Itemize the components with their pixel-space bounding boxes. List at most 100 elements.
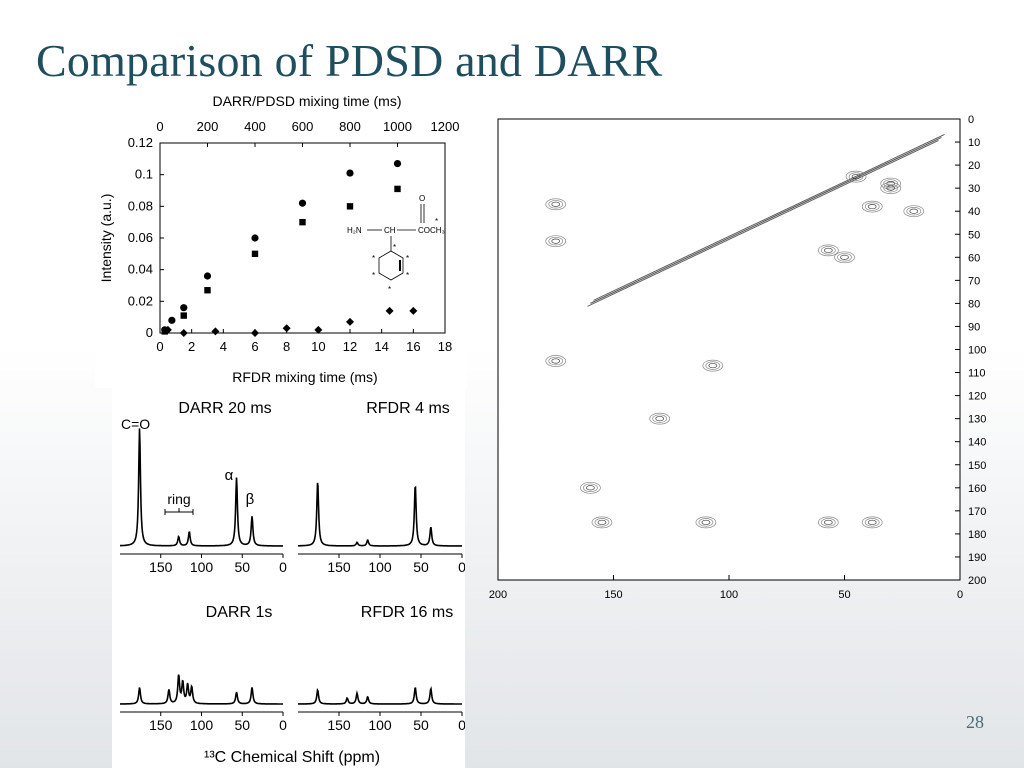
x2-axis-label: DARR/PDSD mixing time (ms) [212,93,401,109]
contour-y-tick-label: 150 [968,460,986,472]
contour-y-tick-label: 30 [968,183,980,195]
contour-ring [698,518,714,527]
contour-y-tick-label: 20 [968,160,980,172]
intensity-chart: DARR/PDSD mixing time (ms) 0 200 400 600 800… [95,88,467,388]
contour-y-tick-labels: 0 10 20 30 40 50 60 70 80 90 100 110 120 130 140 150 160… [955,114,986,587]
label-mark: * [372,271,375,280]
contour-ring [591,516,613,529]
x-tick-label: 14 [374,339,388,354]
spectrum-trace [298,686,462,705]
contour-ring [823,519,833,525]
data-point-diamond [251,329,259,337]
x2-tick-label: 800 [339,119,361,134]
spectrum-tick-label: 150 [327,717,351,733]
contour-ring [880,182,902,195]
data-point-circle [251,234,259,242]
contour-ring [840,254,849,260]
contour-ring [823,247,833,253]
x2-tick-label: 400 [244,119,266,134]
contour-ring [820,246,836,255]
spectrum-tick-label: 0 [279,559,287,575]
contour-ring [545,198,567,211]
contour-y-tick-label: 200 [968,575,986,587]
contour-ring [820,518,836,527]
data-point-square [161,328,168,335]
data-point-diamond [409,306,418,315]
data-point-square [346,203,354,210]
contour-y-tick-label: 40 [968,206,980,218]
contour-ring [880,177,902,190]
cross-peak [861,516,883,529]
contour-ring [906,206,922,216]
x-axis-label: RFDR mixing time (ms) [232,369,377,385]
panel-title-rfdr-4ms: RFDR 4 ms [366,400,450,417]
data-point-square [394,185,401,193]
alpha-label: α [225,467,234,484]
plot-frame [159,142,446,334]
spectra-figure: DARR 20 ms RFDR 4 ms DARR 1s RFDR 16 ms … [112,388,465,768]
spectrum-tick-label: 150 [327,559,351,575]
diagonal-contour [590,136,942,304]
contour-x-tick-label: 200 [489,589,507,601]
contour-ring [845,170,867,183]
contour-ring [551,358,561,364]
contour-ring [583,483,598,492]
spectrum-tick-label: 100 [190,559,214,575]
contour-ring [864,518,880,527]
x-tick-label: 18 [438,339,452,354]
x2-tick-label: 1000 [383,119,412,134]
x-tick-label: 16 [406,339,420,354]
data-point-diamond [211,327,220,336]
contour-ring [861,200,883,213]
contour-ring [548,236,564,246]
y-tick-label: 0.04 [128,262,153,277]
contour-ring [695,516,717,529]
contour-ring [586,485,595,491]
contour-ring [551,238,561,244]
data-point-square [204,287,211,294]
contour-y-tick-label: 180 [968,529,986,541]
cross-peak [845,170,867,183]
spectrum-tick-label: 50 [234,717,250,733]
contour-ring [886,185,896,191]
contour-y-tick-label: 170 [968,506,986,518]
y-axis-label: Intensity (a.u.) [98,194,114,283]
contour-y-tick-label: 100 [968,345,986,357]
spectrum-tick-label: 0 [458,717,465,733]
contour-ring [851,174,861,180]
contour-ring [867,204,877,210]
data-point-diamond [179,329,188,337]
y-tick-labels: 0 0.02 0.04 0.06 0.08 0.1 0.12 [128,135,164,340]
contour-y-tick-label: 120 [968,391,986,403]
molecule-amine: H₂N [347,226,362,235]
data-point-circle [346,169,354,177]
panel-title-darr-1s: DARR 1s [206,604,273,621]
cross-peak [702,359,724,372]
contour-ring [702,359,724,372]
contour-ring [545,355,567,367]
label-mark: * [372,254,375,263]
contour-ring [655,416,665,422]
data-point-circle [393,159,402,168]
y-tick-label: 0 [146,325,153,340]
cross-peak [545,355,567,367]
label-mark: * [406,254,409,263]
x2-tick-labels: 0 200 400 600 800 1000 1200 [156,119,459,147]
data-point-circle [180,304,188,312]
contour-ring [705,361,721,370]
x-tick-label: 4 [220,339,227,354]
spectrum-trace [120,428,283,547]
contour-ring [834,251,855,264]
x-tick-labels: 0 2 4 6 8 10 12 14 16 18 [156,329,452,354]
contour-ring [848,172,864,181]
molecule-oxygen: O [419,194,425,203]
y-tick-label: 0.12 [128,135,153,150]
cross-peak [817,516,839,529]
contour-y-tick-label: 60 [968,252,980,264]
contour-x-tick-labels: 200 150 100 50 0 [489,575,963,601]
data-point-diamond [346,317,354,326]
contour-ring [864,202,880,211]
data-point-diamond [385,306,394,315]
x-tick-label: 12 [343,339,357,354]
contour-ring [649,412,671,425]
